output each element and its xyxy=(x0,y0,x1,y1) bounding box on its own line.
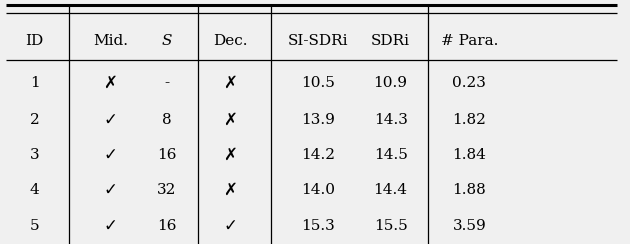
Text: 2: 2 xyxy=(30,112,40,127)
Text: 5: 5 xyxy=(30,219,40,233)
Text: ✓: ✓ xyxy=(103,146,117,164)
Text: 14.0: 14.0 xyxy=(301,183,335,197)
Text: 14.3: 14.3 xyxy=(374,112,408,127)
Text: ID: ID xyxy=(26,34,43,49)
Text: ✗: ✗ xyxy=(223,181,237,199)
Text: ✓: ✓ xyxy=(103,181,117,199)
Text: Mid.: Mid. xyxy=(93,34,128,49)
Text: Dec.: Dec. xyxy=(213,34,247,49)
Text: S: S xyxy=(162,34,172,49)
Text: 13.9: 13.9 xyxy=(301,112,335,127)
Text: 10.5: 10.5 xyxy=(301,76,335,90)
Text: 15.3: 15.3 xyxy=(301,219,335,233)
Text: ✗: ✗ xyxy=(223,111,237,129)
Text: SDRi: SDRi xyxy=(371,34,410,49)
Text: 1.82: 1.82 xyxy=(452,112,486,127)
Text: 8: 8 xyxy=(162,112,172,127)
Text: 14.5: 14.5 xyxy=(374,148,408,162)
Text: ✓: ✓ xyxy=(103,217,117,235)
Text: 3.59: 3.59 xyxy=(452,219,486,233)
Text: 4: 4 xyxy=(30,183,40,197)
Text: 1.84: 1.84 xyxy=(452,148,486,162)
Text: ✗: ✗ xyxy=(103,74,117,92)
Text: ✗: ✗ xyxy=(223,74,237,92)
Text: # Para.: # Para. xyxy=(440,34,498,49)
Text: -: - xyxy=(164,76,169,90)
Text: SI-SDRi: SI-SDRi xyxy=(288,34,348,49)
Text: 14.4: 14.4 xyxy=(374,183,408,197)
Text: 14.2: 14.2 xyxy=(301,148,335,162)
Text: 15.5: 15.5 xyxy=(374,219,408,233)
Text: ✗: ✗ xyxy=(223,146,237,164)
Text: 16: 16 xyxy=(158,219,176,233)
Text: 3: 3 xyxy=(30,148,40,162)
Text: 1: 1 xyxy=(30,76,40,90)
Text: ✓: ✓ xyxy=(103,111,117,129)
Text: 0.23: 0.23 xyxy=(452,76,486,90)
Text: 16: 16 xyxy=(158,148,176,162)
Text: ✓: ✓ xyxy=(223,217,237,235)
Text: 1.88: 1.88 xyxy=(452,183,486,197)
Text: 32: 32 xyxy=(158,183,176,197)
Text: 10.9: 10.9 xyxy=(374,76,408,90)
